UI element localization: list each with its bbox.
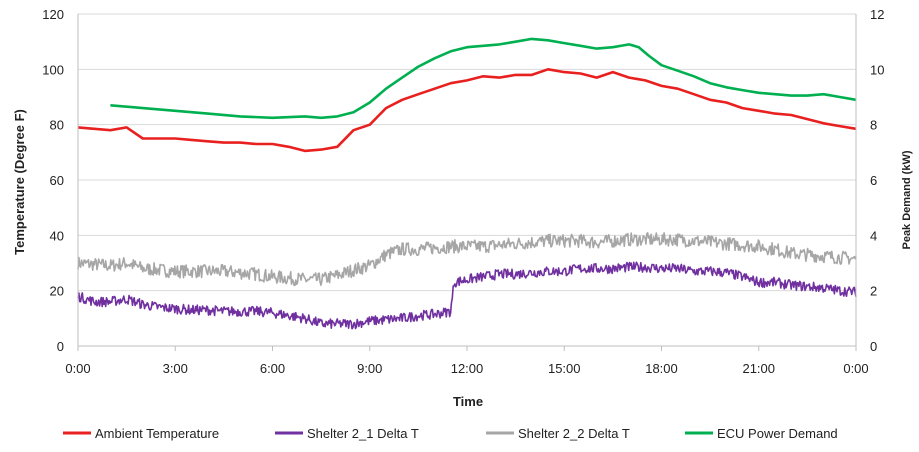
right-tick-label: 6 <box>870 173 877 188</box>
left-tick-label: 0 <box>57 339 64 354</box>
x-tick-label: 15:00 <box>548 361 581 376</box>
right-axis-title: Peak Demand (kW) <box>901 150 913 249</box>
gridlines <box>78 13 856 347</box>
legend-label: Ambient Temperature <box>95 426 219 441</box>
series-line-ambient-temperature <box>77 68 857 153</box>
x-tick-label: 18:00 <box>645 361 678 376</box>
series-layer <box>77 37 857 330</box>
series-line-shelter-2-1-delta-t <box>77 261 857 330</box>
left-tick-label: 40 <box>50 228 64 243</box>
axes <box>77 14 857 351</box>
left-tick-label: 100 <box>42 62 64 77</box>
right-axis-ticks: 0 2 4 6 8 10 12 <box>870 7 884 354</box>
series-line-shelter-2-2-delta-t <box>77 232 857 287</box>
x-tick-label: 9:00 <box>357 361 382 376</box>
right-tick-label: 4 <box>870 228 877 243</box>
right-tick-label: 8 <box>870 118 877 133</box>
series-line-ecu-power-demand <box>110 37 857 120</box>
left-axis-title: Temperature (Degree F) <box>12 109 27 255</box>
right-tick-label: 10 <box>870 62 884 77</box>
right-tick-label: 2 <box>870 284 877 299</box>
right-tick-label: 0 <box>870 339 877 354</box>
x-tick-label: 12:00 <box>451 361 484 376</box>
left-tick-label: 120 <box>42 7 64 22</box>
x-tick-label: 6:00 <box>260 361 285 376</box>
x-tick-label: 0:00 <box>843 361 868 376</box>
legend-label: Shelter 2_2 Delta T <box>518 426 630 441</box>
legend-label: Shelter 2_1 Delta T <box>307 426 419 441</box>
left-tick-label: 20 <box>50 284 64 299</box>
legend: Ambient Temperature Shelter 2_1 Delta T Sh… <box>63 426 838 441</box>
x-tick-label: 21:00 <box>742 361 775 376</box>
left-tick-label: 80 <box>50 118 64 133</box>
left-axis-ticks: 0 20 40 60 80 100 120 <box>42 7 64 354</box>
right-tick-label: 12 <box>870 7 884 22</box>
left-tick-label: 60 <box>50 173 64 188</box>
x-tick-label: 3:00 <box>163 361 188 376</box>
x-axis-title: Time <box>453 394 483 409</box>
legend-label: ECU Power Demand <box>717 426 838 441</box>
x-tick-label: 0:00 <box>65 361 90 376</box>
x-axis-ticks: 0:00 3:00 6:00 9:00 12:00 15:00 18:00 21:00 0:00 <box>65 361 868 376</box>
